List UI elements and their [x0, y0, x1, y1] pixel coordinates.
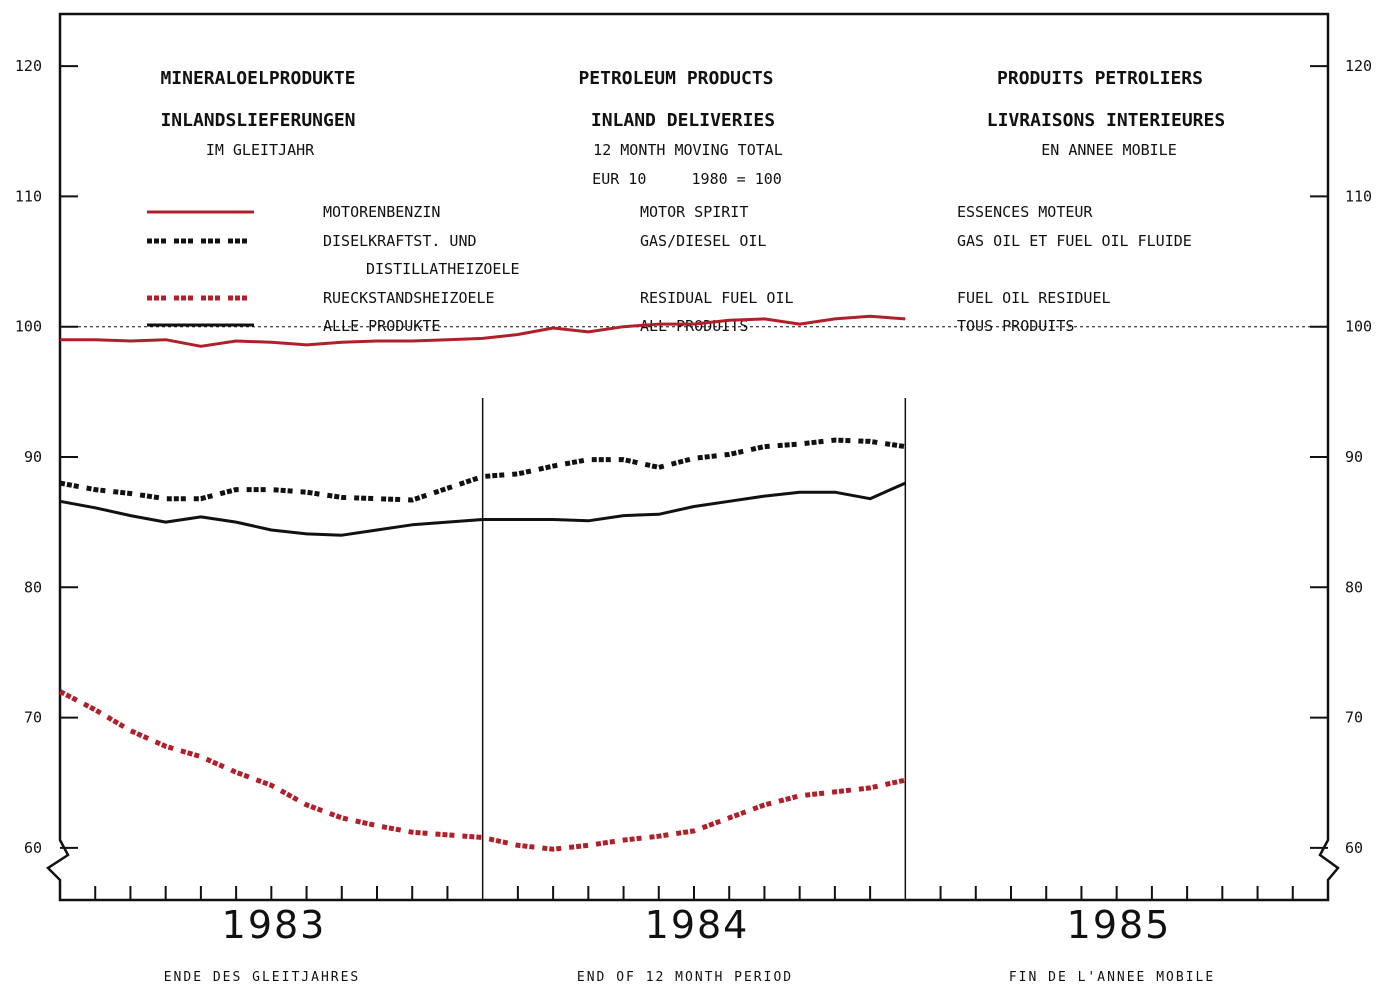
y-tick-label-right-100: 100	[1345, 318, 1372, 336]
title-de-1: MINERALOELPRODUKTE	[160, 68, 355, 89]
legend-de-all-products: ALLE PRODUKTE	[323, 317, 440, 335]
year-label-1983: 1983	[222, 903, 327, 947]
legend-en-motor-spirit: MOTOR SPIRIT	[640, 203, 748, 221]
y-tick-label-left-120: 120	[15, 57, 42, 75]
footer-fr: FIN DE L'ANNEE MOBILE	[1009, 970, 1215, 985]
title-fr-2: LIVRAISONS INTERIEURES	[987, 110, 1225, 131]
legend-fr-gas-diesel: GAS OIL ET FUEL OIL FLUIDE	[957, 232, 1192, 250]
y-tick-label-right-120: 120	[1345, 57, 1372, 75]
y-axis: 60 60 70 70 80 80 90 90 100 100 110 110 120 120	[15, 57, 1372, 857]
series-line-2	[58, 689, 906, 852]
y-tick-label-left-60: 60	[24, 839, 42, 857]
y-tick-label-left-110: 110	[15, 187, 42, 205]
subtitle-en: 12 MONTH MOVING TOTAL	[593, 141, 783, 159]
y-tick-label-left-100: 100	[15, 318, 42, 336]
legend-de-residual: RUECKSTANDSHEIZOELE	[323, 289, 495, 307]
footer-de: ENDE DES GLEITJAHRES	[164, 970, 361, 985]
base-label: EUR 10 1980 = 100	[592, 170, 782, 188]
y-tick-label-right-60: 60	[1345, 839, 1363, 857]
year-label-1984: 1984	[645, 903, 750, 947]
series-group	[58, 314, 906, 852]
chart-frame	[46, 12, 1340, 902]
y-tick-label-right-110: 110	[1345, 187, 1372, 205]
legend-fr-motor-spirit: ESSENCES MOTEUR	[957, 203, 1093, 221]
series-line-1	[59, 437, 906, 503]
title-en-1: PETROLEUM PRODUCTS	[578, 68, 773, 89]
subtitle-de: IM GLEITJAHR	[206, 141, 315, 159]
legend-de-gas-diesel-2: DISTILLATHEIZOELE	[366, 260, 520, 278]
x-axis	[94, 398, 1294, 900]
y-tick-label-left-70: 70	[24, 709, 42, 727]
title-de-2: INLANDSLIEFERUNGEN	[160, 110, 355, 131]
y-tick-label-left-80: 80	[24, 578, 42, 596]
legend-de-gas-diesel: DISELKRAFTST. UND	[323, 232, 477, 250]
y-tick-label-right-70: 70	[1345, 709, 1363, 727]
legend-de-motor-spirit: MOTORENBENZIN	[323, 203, 440, 221]
legend-fr-all-products: TOUS PRODUITS	[957, 317, 1074, 335]
footer-en: END OF 12 MONTH PERIOD	[577, 970, 793, 985]
y-tick-label-right-80: 80	[1345, 578, 1363, 596]
subtitle-fr: EN ANNEE MOBILE	[1041, 141, 1176, 159]
y-tick-label-left-90: 90	[24, 448, 42, 466]
y-tick-label-right-90: 90	[1345, 448, 1363, 466]
legend-fr-residual: FUEL OIL RESIDUEL	[957, 289, 1111, 307]
year-label-1985: 1985	[1067, 903, 1172, 947]
legend-en-residual: RESIDUAL FUEL OIL	[640, 289, 794, 307]
series-line-3	[59, 481, 906, 537]
title-en-2: INLAND DELIVERIES	[591, 110, 775, 131]
legend-en-gas-diesel: GAS/DIESEL OIL	[640, 232, 766, 250]
title-fr-1: PRODUITS PETROLIERS	[997, 68, 1203, 89]
series-line-0	[60, 314, 906, 348]
